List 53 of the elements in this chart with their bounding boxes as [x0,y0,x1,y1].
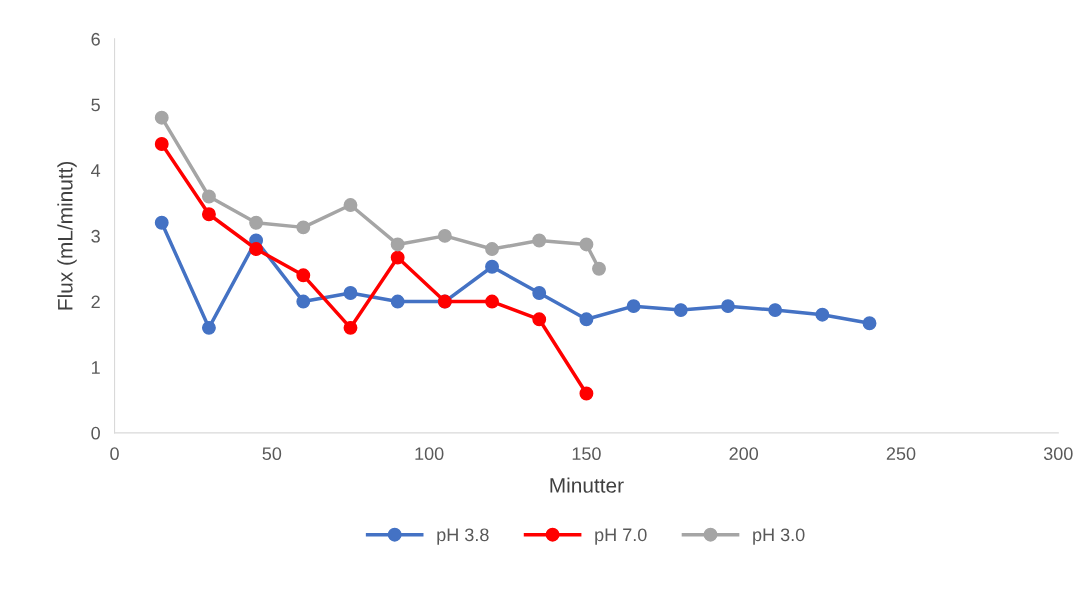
point [296,268,311,283]
point [201,189,216,204]
point [154,137,169,151]
point [592,261,606,276]
y-tick-label: 5 [91,98,100,112]
point [532,233,547,248]
point [532,286,547,300]
x-tick-label: 0 [110,447,119,461]
point [201,207,216,222]
point [768,303,783,318]
point [862,316,877,331]
legend-label: pH 3.0 [753,528,805,545]
point [673,303,688,318]
point [390,294,405,309]
point [154,215,169,230]
point [343,286,358,300]
point [485,259,499,274]
point [815,307,830,322]
y-tick-label: 0 [91,426,100,440]
x-tick-label: 100 [415,447,444,461]
point [532,312,547,327]
point [343,320,358,335]
x-tick-label: 300 [1043,447,1073,461]
point [390,237,405,252]
legend-label: pH 7.0 [595,528,647,545]
y-tick-label: 4 [91,164,101,177]
point [626,299,641,314]
y-tick-label: 1 [92,361,100,374]
point [201,320,216,335]
point [579,386,594,401]
x-tick-label: 150 [572,447,601,461]
point [579,237,594,252]
point [390,250,405,265]
point [249,242,264,256]
y-tick-label: 6 [91,32,100,46]
point [485,294,499,309]
point [579,312,594,327]
point [721,299,735,314]
point [154,110,169,125]
x-tick-label: 200 [729,447,759,461]
point [249,215,264,230]
y-axis-title: Flux (mL/minutt) [57,161,77,310]
x-axis-title: Minutter [550,477,624,493]
point [437,228,452,243]
y-tick-label: 2 [91,295,100,309]
legend-label: pH 3.8 [437,528,489,545]
point [485,242,499,256]
point [343,198,358,212]
point [296,220,311,235]
point [296,294,311,309]
x-tick-label: 250 [886,447,916,461]
x-tick-label: 50 [262,447,282,461]
y-tick-label: 3 [91,229,100,243]
